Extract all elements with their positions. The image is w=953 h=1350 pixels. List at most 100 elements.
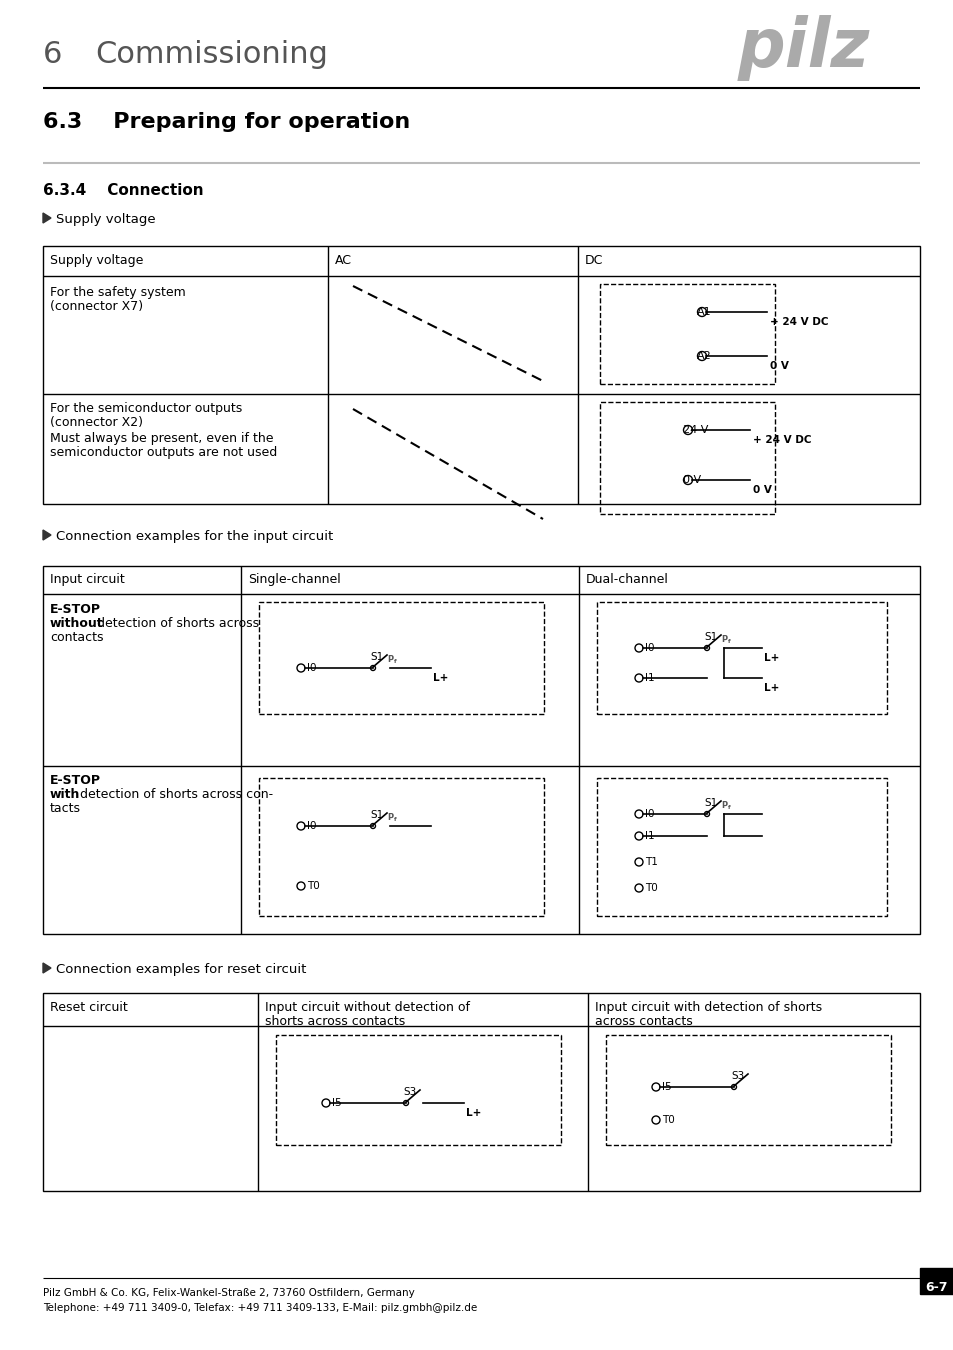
Text: I0: I0 bbox=[307, 821, 316, 832]
Text: L+: L+ bbox=[763, 683, 779, 693]
Bar bbox=[599, 402, 774, 514]
Polygon shape bbox=[43, 963, 51, 973]
Text: + 24 V DC: + 24 V DC bbox=[752, 435, 811, 446]
Text: E-STOP: E-STOP bbox=[50, 603, 101, 616]
Text: T1: T1 bbox=[644, 857, 658, 867]
Text: S1: S1 bbox=[370, 652, 383, 662]
Text: 0 V: 0 V bbox=[752, 485, 771, 495]
Circle shape bbox=[322, 1099, 330, 1107]
Text: I1: I1 bbox=[644, 674, 654, 683]
Bar bbox=[599, 284, 774, 383]
Text: Supply voltage: Supply voltage bbox=[56, 213, 155, 225]
Bar bbox=[43, 566, 919, 934]
Text: T0: T0 bbox=[307, 882, 319, 891]
Text: Dual-channel: Dual-channel bbox=[585, 572, 668, 586]
Text: 6-7: 6-7 bbox=[924, 1281, 947, 1295]
Circle shape bbox=[635, 884, 642, 892]
Text: 0 V: 0 V bbox=[769, 360, 788, 371]
Circle shape bbox=[403, 1100, 408, 1106]
Text: Reset circuit: Reset circuit bbox=[50, 1000, 128, 1014]
Circle shape bbox=[296, 822, 305, 830]
Text: I0: I0 bbox=[307, 663, 316, 674]
Bar bbox=[43, 246, 919, 504]
Text: pilz: pilz bbox=[737, 15, 869, 81]
Text: contacts: contacts bbox=[50, 630, 103, 644]
Circle shape bbox=[682, 475, 692, 485]
Text: AC: AC bbox=[335, 254, 352, 267]
Text: S1: S1 bbox=[370, 810, 383, 819]
Text: (connector X7): (connector X7) bbox=[50, 300, 143, 313]
Circle shape bbox=[697, 308, 706, 316]
Text: + 24 V DC: + 24 V DC bbox=[769, 317, 827, 327]
Text: L+: L+ bbox=[763, 653, 779, 663]
Text: S1: S1 bbox=[703, 798, 717, 809]
Text: (connector X2): (connector X2) bbox=[50, 416, 143, 429]
Circle shape bbox=[635, 832, 642, 840]
Circle shape bbox=[370, 666, 375, 671]
Circle shape bbox=[370, 824, 375, 829]
Circle shape bbox=[703, 811, 709, 817]
Bar bbox=[43, 994, 919, 1191]
Text: $\mathbf{P_f}$: $\mathbf{P_f}$ bbox=[720, 799, 731, 811]
Circle shape bbox=[731, 1084, 736, 1089]
Text: I1: I1 bbox=[644, 832, 654, 841]
Text: For the safety system: For the safety system bbox=[50, 286, 186, 298]
Text: detection of shorts across con-: detection of shorts across con- bbox=[76, 788, 273, 801]
Text: $\mathbf{P_f}$: $\mathbf{P_f}$ bbox=[387, 811, 397, 824]
Text: Must always be present, even if the: Must always be present, even if the bbox=[50, 432, 274, 446]
Circle shape bbox=[296, 664, 305, 672]
Polygon shape bbox=[43, 531, 51, 540]
Bar bbox=[919, 1268, 953, 1295]
Text: T0: T0 bbox=[644, 883, 657, 892]
Text: T0: T0 bbox=[661, 1115, 674, 1125]
Text: Single-channel: Single-channel bbox=[248, 572, 340, 586]
Text: shorts across contacts: shorts across contacts bbox=[265, 1015, 405, 1027]
Circle shape bbox=[682, 425, 692, 435]
Text: 6.3.4    Connection: 6.3.4 Connection bbox=[43, 184, 203, 198]
Text: 6: 6 bbox=[43, 40, 62, 69]
Text: I5: I5 bbox=[332, 1098, 341, 1108]
Bar bbox=[258, 602, 543, 714]
Circle shape bbox=[635, 644, 642, 652]
Text: I5: I5 bbox=[661, 1081, 671, 1092]
Bar bbox=[597, 778, 886, 917]
Circle shape bbox=[296, 882, 305, 890]
Text: with: with bbox=[50, 788, 80, 801]
Bar bbox=[605, 1035, 890, 1145]
Text: across contacts: across contacts bbox=[595, 1015, 692, 1027]
Text: detection of shorts across: detection of shorts across bbox=[92, 617, 259, 630]
Circle shape bbox=[703, 645, 709, 651]
Circle shape bbox=[697, 351, 706, 360]
Text: $\mathbf{P_f}$: $\mathbf{P_f}$ bbox=[387, 653, 397, 666]
Text: E-STOP: E-STOP bbox=[50, 774, 101, 787]
Circle shape bbox=[635, 859, 642, 865]
Text: 0 V: 0 V bbox=[682, 475, 700, 485]
Text: $\mathbf{P_f}$: $\mathbf{P_f}$ bbox=[720, 633, 731, 645]
Bar bbox=[258, 778, 543, 917]
Text: DC: DC bbox=[584, 254, 602, 267]
Text: Supply voltage: Supply voltage bbox=[50, 254, 143, 267]
Text: S3: S3 bbox=[402, 1087, 416, 1098]
Text: Input circuit: Input circuit bbox=[50, 572, 125, 586]
Bar bbox=[275, 1035, 560, 1145]
Text: Connection examples for the input circuit: Connection examples for the input circui… bbox=[56, 531, 333, 543]
Text: S1: S1 bbox=[703, 632, 717, 643]
Text: S3: S3 bbox=[730, 1071, 743, 1081]
Polygon shape bbox=[43, 213, 51, 223]
Text: 6.3    Preparing for operation: 6.3 Preparing for operation bbox=[43, 112, 410, 132]
Text: Pilz GmbH & Co. KG, Felix-Wankel-Straße 2, 73760 Ostfildern, Germany: Pilz GmbH & Co. KG, Felix-Wankel-Straße … bbox=[43, 1288, 415, 1297]
Text: Input circuit without detection of: Input circuit without detection of bbox=[265, 1000, 470, 1014]
Circle shape bbox=[635, 810, 642, 818]
Text: Connection examples for reset circuit: Connection examples for reset circuit bbox=[56, 963, 306, 976]
Text: Commissioning: Commissioning bbox=[95, 40, 328, 69]
Text: L+: L+ bbox=[433, 674, 448, 683]
Text: tacts: tacts bbox=[50, 802, 81, 815]
Text: I0: I0 bbox=[644, 809, 654, 819]
Circle shape bbox=[635, 674, 642, 682]
Circle shape bbox=[651, 1083, 659, 1091]
Text: semiconductor outputs are not used: semiconductor outputs are not used bbox=[50, 446, 277, 459]
Text: Input circuit with detection of shorts: Input circuit with detection of shorts bbox=[595, 1000, 821, 1014]
Text: without: without bbox=[50, 617, 104, 630]
Text: Telephone: +49 711 3409-0, Telefax: +49 711 3409-133, E-Mail: pilz.gmbh@pilz.de: Telephone: +49 711 3409-0, Telefax: +49 … bbox=[43, 1303, 476, 1314]
Text: L+: L+ bbox=[465, 1108, 481, 1118]
